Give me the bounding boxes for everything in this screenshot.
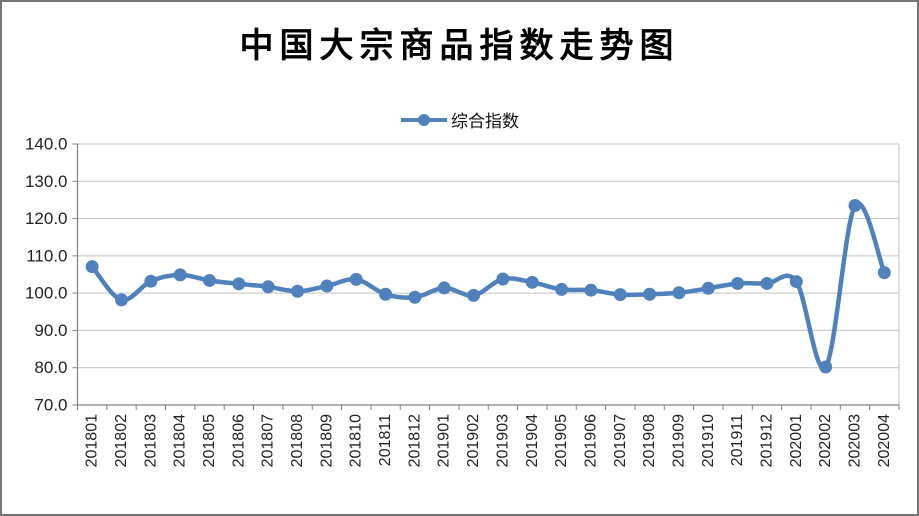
x-tick-label: 201912 bbox=[758, 414, 775, 467]
x-tick-label: 201801 bbox=[84, 414, 101, 467]
x-tick-label: 201910 bbox=[700, 414, 717, 467]
legend-swatch-dot bbox=[418, 113, 430, 126]
x-tick-label: 201810 bbox=[348, 414, 365, 467]
data-point-marker bbox=[203, 273, 217, 287]
x-tick-label: 202003 bbox=[846, 414, 863, 467]
data-point-marker bbox=[789, 275, 803, 289]
x-tick-label: 201807 bbox=[260, 414, 277, 467]
x-tick-label: 201905 bbox=[553, 414, 570, 467]
x-tick-label: 201804 bbox=[172, 414, 189, 467]
legend-line-marker-icon bbox=[401, 113, 447, 126]
data-point-marker bbox=[320, 279, 334, 293]
data-point-marker bbox=[85, 260, 99, 274]
y-tick-label: 130.0 bbox=[25, 172, 68, 191]
x-tick-label: 202004 bbox=[876, 414, 893, 467]
y-tick-label: 110.0 bbox=[26, 246, 67, 265]
data-point-marker bbox=[819, 360, 833, 374]
x-tick-label: 201808 bbox=[289, 414, 306, 467]
y-tick-label: 120.0 bbox=[25, 209, 68, 228]
data-point-marker bbox=[877, 266, 891, 280]
data-point-marker bbox=[467, 288, 481, 302]
data-point-marker bbox=[613, 288, 627, 302]
data-point-marker bbox=[261, 280, 275, 294]
x-tick-label: 201902 bbox=[465, 414, 482, 467]
chart-legend: 综合指数 bbox=[2, 107, 917, 132]
data-point-marker bbox=[525, 275, 539, 289]
data-point-marker bbox=[731, 276, 745, 290]
x-tick-label: 201803 bbox=[142, 414, 159, 467]
x-tick-label: 201802 bbox=[113, 414, 130, 467]
y-tick-label: 70.0 bbox=[34, 396, 67, 415]
data-point-marker bbox=[848, 199, 862, 213]
data-point-marker bbox=[496, 272, 510, 286]
legend-label: 综合指数 bbox=[451, 112, 519, 131]
x-tick-label: 201911 bbox=[729, 414, 746, 466]
x-tick-label: 201901 bbox=[436, 414, 453, 467]
x-tick-label: 201809 bbox=[318, 414, 335, 467]
x-tick-label: 201904 bbox=[524, 414, 541, 467]
y-tick-label: 90.0 bbox=[34, 321, 67, 340]
x-tick-label: 201906 bbox=[582, 414, 599, 467]
x-tick-label: 201907 bbox=[612, 414, 629, 467]
y-tick-label: 100.0 bbox=[25, 284, 68, 303]
chart-title: 中国大宗商品指数走势图 bbox=[239, 26, 680, 66]
y-tick-label: 140.0 bbox=[25, 135, 68, 154]
x-tick-label: 201908 bbox=[641, 414, 658, 467]
data-point-marker bbox=[115, 293, 129, 307]
data-point-marker bbox=[584, 283, 598, 297]
data-point-marker bbox=[232, 277, 246, 291]
x-tick-label: 201909 bbox=[670, 414, 687, 467]
y-tick-label: 80.0 bbox=[34, 358, 67, 377]
x-tick-label: 201805 bbox=[201, 414, 218, 467]
x-tick-label: 201806 bbox=[230, 414, 247, 467]
data-point-marker bbox=[349, 272, 363, 286]
data-point-marker bbox=[408, 290, 422, 304]
data-point-marker bbox=[555, 282, 569, 296]
x-tick-label: 201812 bbox=[406, 414, 423, 467]
x-tick-label: 202001 bbox=[788, 414, 805, 467]
x-tick-label: 202002 bbox=[817, 414, 834, 467]
data-point-marker bbox=[144, 274, 158, 288]
x-tick-label: 201811 bbox=[377, 414, 394, 466]
data-point-marker bbox=[672, 286, 686, 300]
data-point-marker bbox=[173, 268, 187, 282]
data-point-marker bbox=[291, 284, 305, 298]
legend-item: 综合指数 bbox=[400, 107, 519, 132]
data-point-marker bbox=[379, 287, 393, 301]
x-tick-label: 201903 bbox=[494, 414, 511, 467]
data-point-marker bbox=[701, 281, 715, 295]
data-point-marker bbox=[643, 287, 657, 301]
data-point-marker bbox=[437, 281, 451, 295]
data-point-marker bbox=[760, 276, 774, 290]
